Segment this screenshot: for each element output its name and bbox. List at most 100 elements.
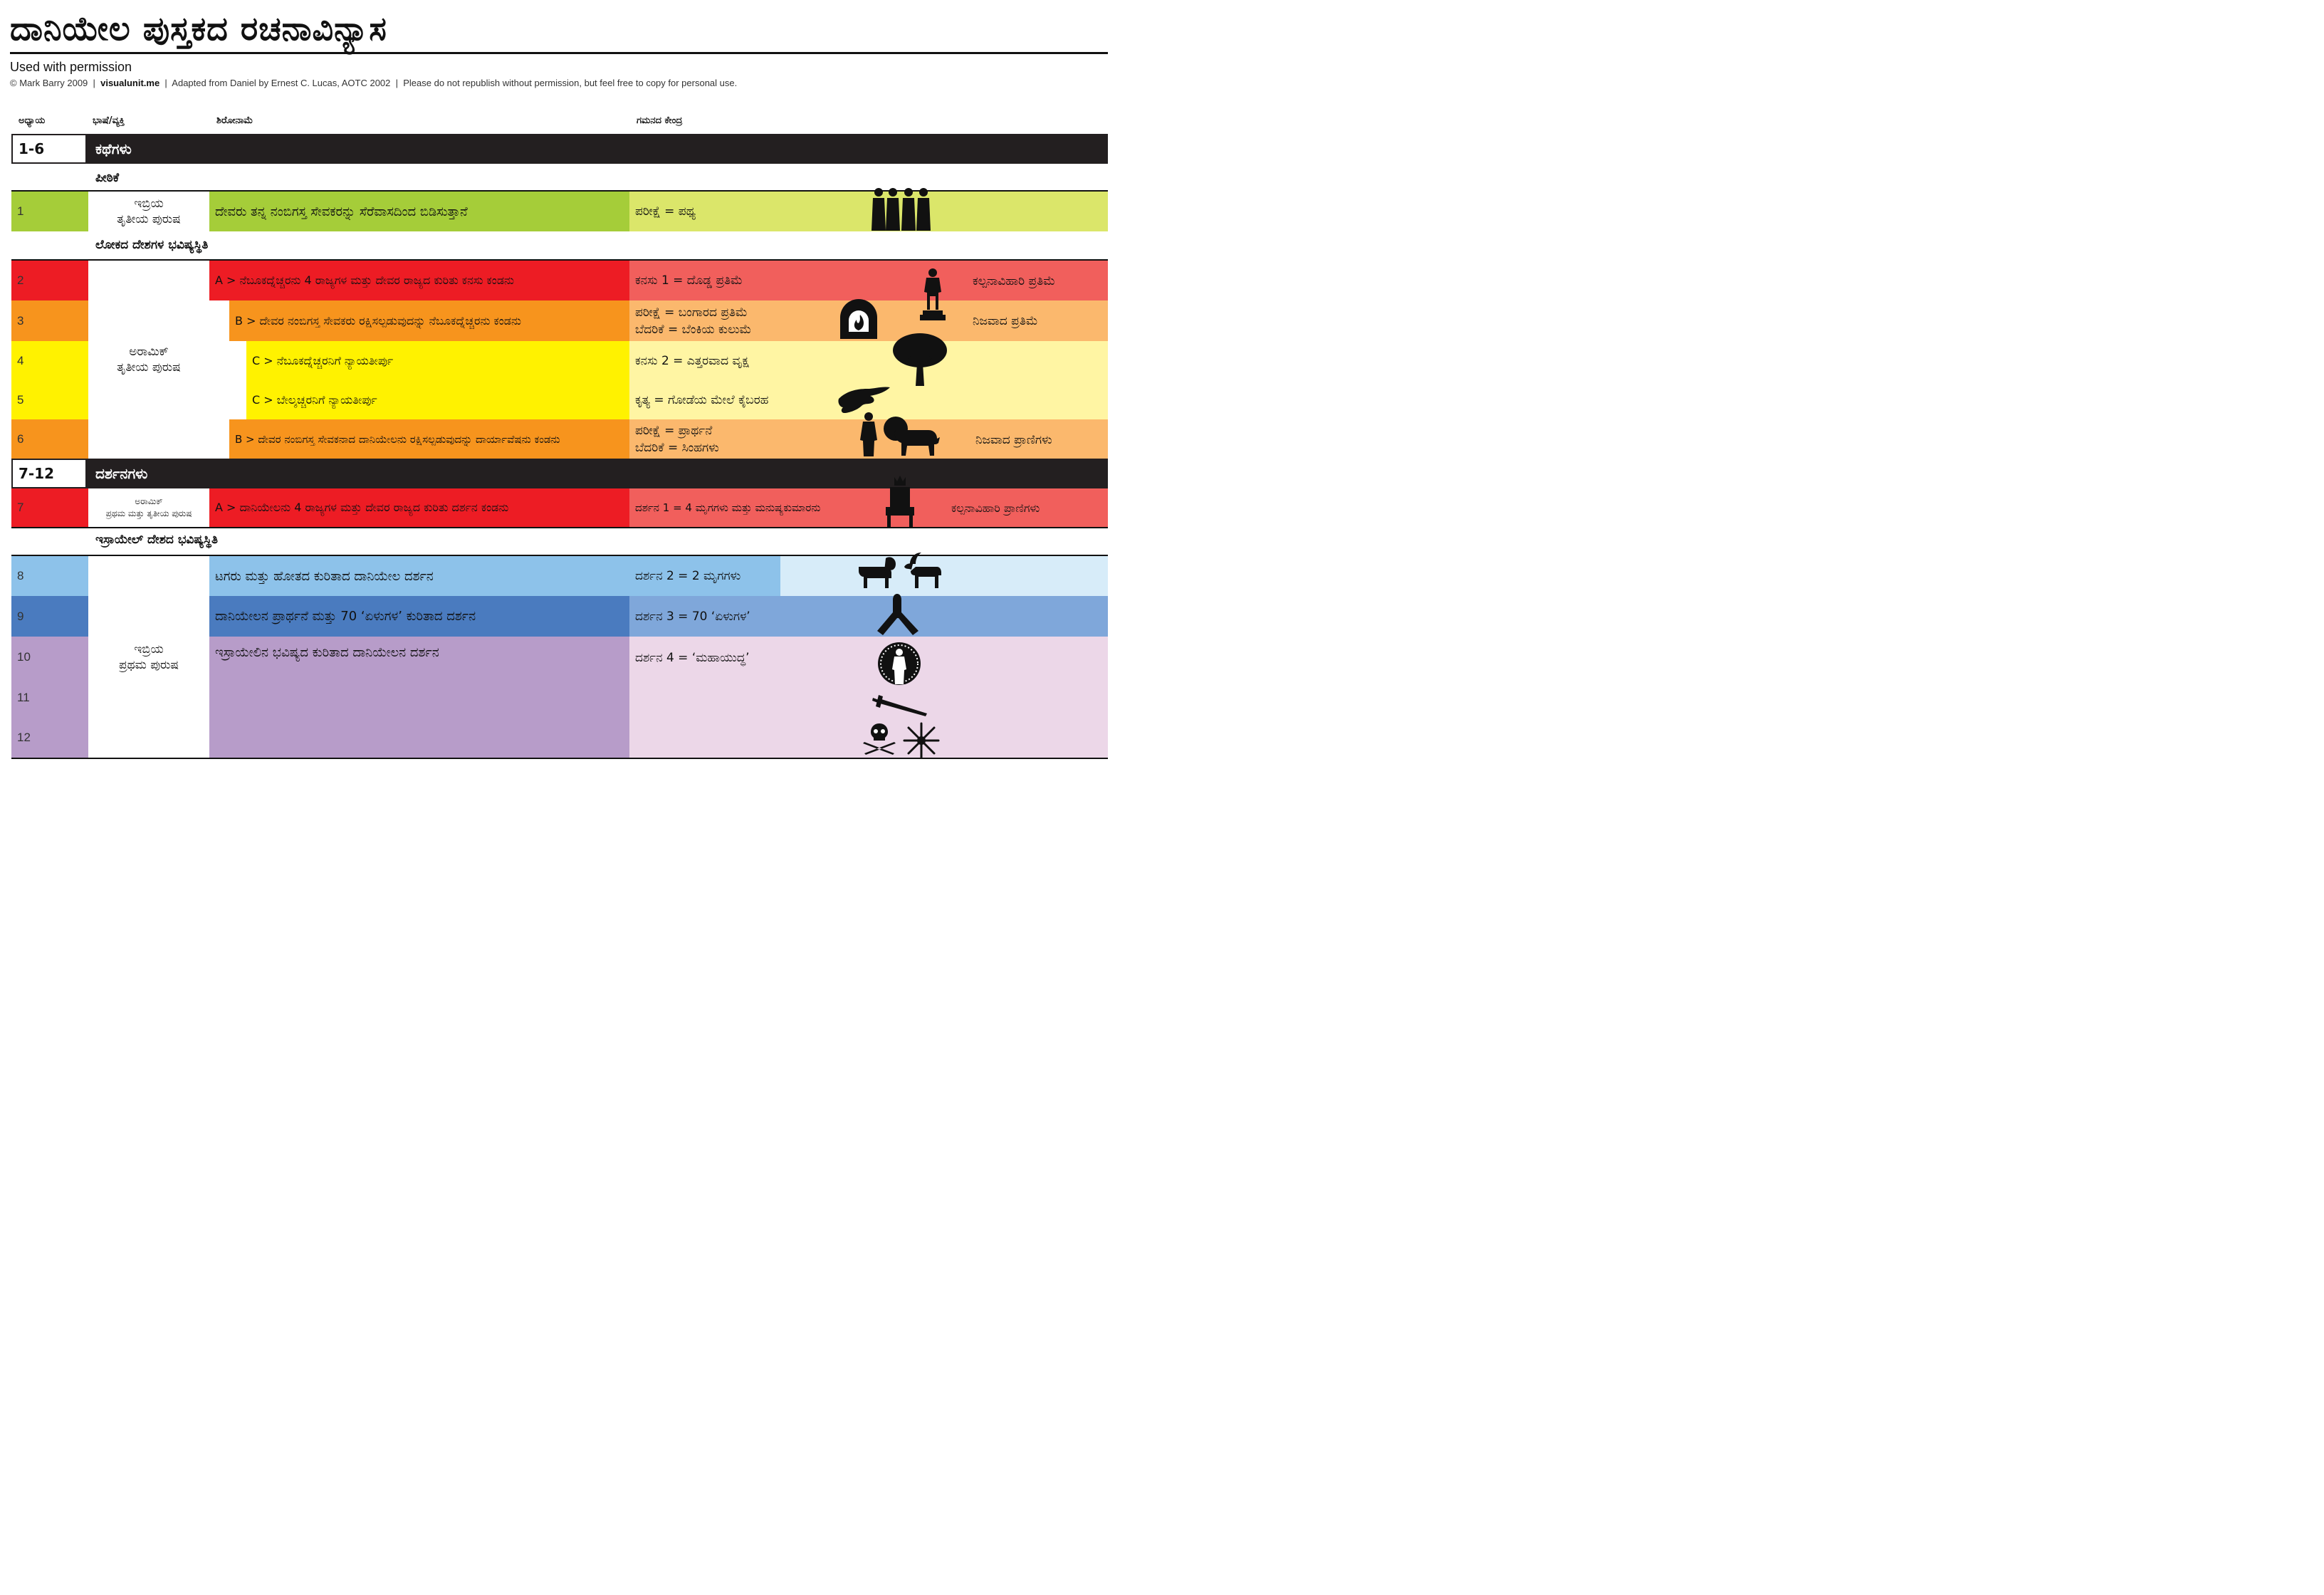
chapter-number: 9	[11, 596, 88, 637]
statue-icon	[920, 268, 946, 320]
section-range: 1-6	[11, 134, 87, 164]
focus-cell: ಕನಸು 1 = ದೊಡ್ಡ ಪ್ರತಿಮೆ	[629, 261, 1108, 300]
chapter-number: 10	[11, 637, 88, 677]
focus-cell: ಪರೀಕ್ಷೆ = ಪಥ್ಯ	[629, 192, 1108, 231]
subheading-intro: ಪೀಠಿಕೆ	[95, 171, 120, 185]
credits-copyright: © Mark Barry 2009	[10, 78, 88, 88]
chapter-heading: ಇಸ್ರಾಯೇಲಿನ ಭವಿಷ್ಯದ ಕುರಿತಾದ ದಾನಿಯೇಲನ ದರ್ಶ…	[209, 637, 629, 677]
lion-icon	[884, 417, 940, 456]
throne-icon	[886, 476, 914, 527]
credits-site[interactable]: visualunit.me	[100, 78, 160, 88]
focus-text: ದರ್ಶನ 1 = 4 ಮೃಗಗಳು ಮತ್ತು ಮನುಷ್ಯಕುಮಾರನು	[635, 501, 821, 514]
language-cell: ಅರಾಮಿಕ್ ಪ್ರಥಮ ಮತ್ತು ತೃತೀಯ ಪುರುಷ	[88, 488, 209, 527]
header-heading: ಶಿರೋನಾಮೆ	[216, 115, 253, 126]
focus-text: ಪರೀಕ್ಷೆ = ಪಥ್ಯ	[635, 204, 696, 219]
permission-note: Used with permission	[10, 60, 132, 74]
focus-text: ಕನಸು 1 = ದೊಡ್ಡ ಪ್ರತಿಮೆ	[635, 273, 743, 288]
chapter-heading: ಟಗರು ಮತ್ತು ಹೋತದ ಕುರಿತಾದ ದಾನಿಯೇಲ ದರ್ಶನ	[209, 556, 629, 596]
language-name: ಅರಾಮಿಕ್	[129, 345, 169, 359]
language-person: ಪ್ರಥಮ ಪುರುಷ	[119, 657, 179, 672]
focus-cell-light	[780, 556, 1108, 596]
row-divider	[11, 527, 1108, 528]
language-person: ತೃತೀಯ ಪುರುಷ	[117, 212, 181, 226]
focus-text: ಕನಸು 2 = ಎತ್ತರವಾದ ವೃಕ್ಷ	[635, 354, 749, 368]
sword-icon	[872, 695, 927, 716]
header-language: ಭಾಷೆ/ವ್ಯಕ್ತಿ	[93, 115, 125, 126]
focus-cell	[629, 718, 1108, 758]
section-range: 7-12	[11, 459, 87, 488]
chapter-number: 4	[11, 341, 88, 381]
focus-text: ಪರೀಕ್ಷೆ = ಪ್ರಾರ್ಥನೆ	[635, 423, 713, 438]
focus-text: ದರ್ಶನ 4 = ‘ಮಹಾಯುದ್ಧ’	[635, 651, 750, 665]
language-name: ಅರಾಮಿಕ್	[135, 496, 163, 506]
focus-cell: ದರ್ಶನ 4 = ‘ಮಹಾಯುದ್ಧ’	[629, 637, 1108, 677]
focus-cell: ದರ್ಶನ 1 = 4 ಮೃಗಗಳು ಮತ್ತು ಮನುಷ್ಯಕುಮಾರನು	[629, 488, 1108, 527]
focus-cell: ಕನಸು 2 = ಎತ್ತರವಾದ ವೃಕ್ಷ	[629, 341, 1108, 381]
chapter-number: 7	[11, 488, 88, 527]
language-name: ಇಬ್ರಿಯ	[134, 197, 164, 211]
section-bar-stories	[11, 134, 1108, 164]
focus-text: ದರ್ಶನ 2 = 2 ಮೃಗಗಳು	[635, 569, 741, 583]
chapter-number: 1	[11, 192, 88, 231]
language-cell: ಅರಾಮಿಕ್ ತೃತೀಯ ಪುರುಷ	[88, 261, 209, 459]
writing-hand-icon	[838, 387, 890, 413]
language-person: ತೃತೀಯ ಪುರುಷ	[117, 360, 181, 375]
focus-text: ಬೆದರಿಕೆ = ಸಿಂಹಗಳು	[635, 440, 719, 455]
section-bar-visions	[11, 459, 1108, 488]
chapter-heading: C > ನೆಬೂಕದ್ನೆಚ್ಚರನಿಗೆ ನ್ಯಾಯತೀರ್ಪು	[246, 341, 629, 381]
focus-cell: ದರ್ಶನ 3 = 70 ‘ಏಳುಗಳ’	[629, 596, 1108, 637]
chapter-number: 3	[11, 300, 88, 341]
chapter-heading: ದೇವರು ತನ್ನ ನಂಬಿಗಸ್ತ ಸೇವಕರನ್ನು ಸೆರೆವಾಸದಿಂ…	[209, 192, 629, 231]
four-men-icon	[872, 188, 931, 231]
chapter-heading: B > ದೇವರ ನಂಬಿಗಸ್ತ ಸೇವಕರು ರಕ್ಷಿಸಲ್ಪಡುವುದನ…	[229, 300, 629, 341]
page-title: ದಾನಿಯೇಲ ಪುಸ್ತಕದ ರಚನಾವಿನ್ಯಾಸ	[10, 9, 387, 48]
chapter-heading: B > ದೇವರ ನಂಬಿಗಸ್ತ ಸೇವಕನಾದ ದಾನಿಯೇಲನು ರಕ್ಷ…	[229, 419, 629, 459]
glowing-man-icon	[878, 642, 921, 685]
goat-icon	[904, 553, 941, 588]
chapter-heading: ದಾನಿಯೇಲನ ಪ್ರಾರ್ಥನೆ ಮತ್ತು 70 ‘ಏಳುಗಳ’ ಕುರಿ…	[209, 596, 629, 637]
skull-crossbones-icon	[863, 723, 896, 755]
focus-side-label: ನಿಜವಾದ ಪ್ರತಿಮೆ	[973, 314, 1038, 328]
chapter-heading: A > ದಾನಿಯೇಲನು 4 ರಾಜ್ಯಗಳ ಮತ್ತು ದೇವರ ರಾಜ್ಯ…	[209, 488, 629, 527]
row-divider	[11, 259, 1108, 261]
subheading-world-nations: ಲೋಕದ ದೇಶಗಳ ಭವಿಷ್ಯಸ್ಥಿತಿ	[95, 238, 209, 252]
credits-adapted: Adapted from Daniel by Ernest C. Lucas, …	[172, 78, 391, 88]
credits-note: Please do not republish without permissi…	[403, 78, 738, 88]
focus-text: ಕೃತ್ಯ = ಗೋಡೆಯ ಮೇಲೆ ಕೈಬರಹ	[635, 393, 769, 407]
row-divider	[11, 190, 1108, 192]
chapter-number: 8	[11, 556, 88, 596]
focus-side-label: ಕಲ್ಪನಾವಿಹಾರಿ ಪ್ರತಿಮೆ	[973, 274, 1056, 288]
row-divider	[11, 758, 1108, 759]
chapter-heading: A > ನೆಬೂಕದ್ನೆಚ್ಚರನು 4 ರಾಜ್ಯಗಳ ಮತ್ತು ದೇವರ…	[209, 261, 629, 300]
chapter-number: 11	[11, 677, 88, 718]
chapter-number: 6	[11, 419, 88, 459]
chapter-number: 5	[11, 381, 88, 419]
language-person: ಪ್ರಥಮ ಮತ್ತು ತೃತೀಯ ಪುರುಷ	[105, 508, 192, 518]
praying-hands-icon	[877, 594, 918, 635]
title-rule	[10, 52, 1108, 54]
subheading-israel: ಇಸ್ರಾಯೇಲ್ ದೇಶದ ಭವಿಷ್ಯಸ್ಥಿತಿ	[95, 533, 219, 547]
focus-text: ಬೆದರಿಕೆ = ಬೆಂಕಿಯ ಕುಲುಮೆ	[635, 322, 752, 337]
man-icon	[860, 412, 877, 456]
furnace-icon	[840, 299, 877, 339]
focus-side-label: ಕಲ್ಪನಾವಿಹಾರಿ ಪ್ರಾಣಿಗಳು	[951, 501, 1040, 515]
chapter-number: 2	[11, 261, 88, 300]
ram-icon	[859, 557, 896, 588]
chapter-heading: C > ಬೇಲ್ಶಚ್ಚರನಿಗೆ ನ್ಯಾಯತೀರ್ಪು	[246, 381, 629, 419]
section-title: ಕಥೆಗಳು	[95, 140, 132, 157]
language-name: ಇಬ್ರಿಯ	[134, 642, 164, 657]
language-cell: ಇಬ್ರಿಯ ಪ್ರಥಮ ಪುರುಷ	[88, 556, 209, 758]
star-burst-icon	[903, 722, 940, 759]
chapter-heading	[209, 718, 629, 758]
focus-text: ಪರೀಕ್ಷೆ = ಬಂಗಾರದ ಪ್ರತಿಮೆ	[635, 305, 748, 320]
header-chapter: ಅಧ್ಯಾಯ	[19, 115, 46, 126]
header-focus: ಗಮನದ ಕೇಂದ್ರ	[637, 115, 683, 126]
focus-cell	[629, 677, 1108, 718]
credits-line: © Mark Barry 2009 | visualunit.me | Adap…	[10, 78, 738, 88]
focus-side-label: ನಿಜವಾದ ಪ್ರಾಣಿಗಳು	[975, 433, 1052, 447]
language-cell: ಇಬ್ರಿಯ ತೃತೀಯ ಪುರುಷ	[88, 192, 209, 231]
focus-text: ದರ್ಶನ 3 = 70 ‘ಏಳುಗಳ’	[635, 609, 750, 624]
row-divider	[11, 555, 1108, 556]
chapter-number: 12	[11, 718, 88, 758]
section-title: ದರ್ಶನಗಳು	[95, 465, 148, 482]
